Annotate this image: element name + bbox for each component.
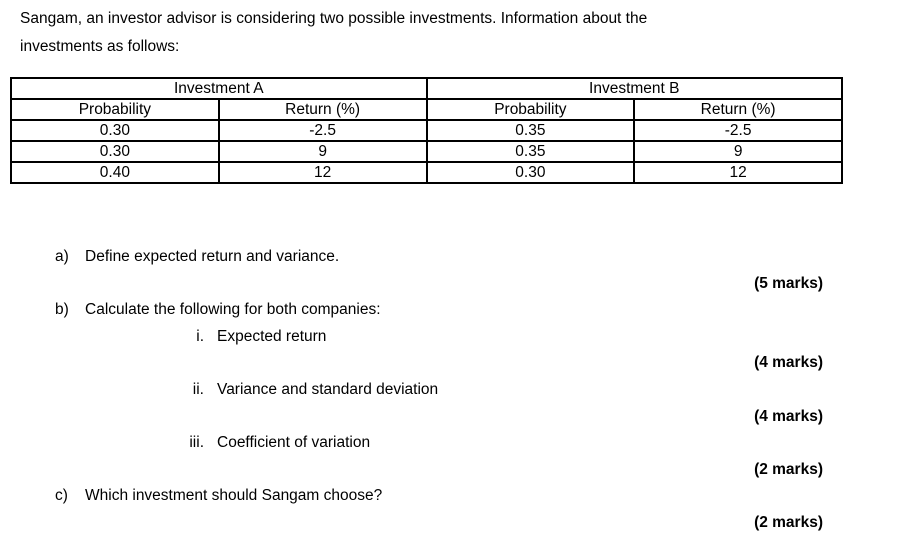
investment-b-header: Investment B [425, 77, 843, 100]
question-c-text: Which investment should Sangam choose? [85, 487, 383, 505]
col-header-b-probability: Probability [425, 98, 636, 121]
question-b-i: i. Expected return [0, 324, 909, 351]
table-group-header-row: Investment A Investment B [10, 77, 843, 100]
table-cell: 0.30 [10, 140, 220, 163]
intro-line-1: Sangam, an investor advisor is consideri… [20, 10, 648, 27]
table-row: 0.30 -2.5 0.35 -2.5 [10, 119, 843, 142]
col-header-a-probability: Probability [10, 98, 220, 121]
table-cell: 12 [633, 161, 843, 184]
questions-section: a) Define expected return and variance. (… [0, 244, 909, 537]
table-cell: 0.35 [425, 119, 636, 142]
intro-line-2: investments as follows: [20, 37, 180, 55]
table-cell: 0.40 [10, 161, 220, 184]
intro-paragraph: Sangam, an investor advisor is consideri… [20, 5, 880, 60]
question-b-ii: ii. Variance and standard deviation [0, 377, 909, 404]
question-b-ii-marks: (4 marks) [754, 407, 823, 425]
question-b: b) Calculate the following for both compa… [0, 297, 909, 324]
question-b-text: Calculate the following for both compani… [85, 301, 381, 319]
question-a-marks: (5 marks) [754, 274, 823, 292]
investments-table: Investment A Investment B Probability Re… [10, 77, 843, 184]
question-a-text: Define expected return and variance. [85, 248, 340, 265]
question-b-i-marks: (4 marks) [754, 354, 823, 372]
table-cell: 0.30 [425, 161, 636, 184]
question-c-label: c) [55, 487, 68, 505]
question-b-iii-marks: (2 marks) [754, 460, 823, 478]
question-c: c) Which investment should Sangam choose? [0, 483, 909, 510]
question-b-ii-label: ii. [192, 380, 204, 398]
investment-a-header: Investment A [10, 77, 428, 100]
question-b-i-text: Expected return [217, 327, 327, 345]
table-cell: 9 [217, 140, 428, 163]
table-cell: 9 [633, 140, 843, 163]
question-b-iii: iii. Coefficient of variation [0, 430, 909, 457]
table-row: 0.40 12 0.30 12 [10, 161, 843, 184]
table-column-header-row: Probability Return (%) Probability Retur… [10, 98, 843, 121]
question-c-marks: (2 marks) [754, 513, 823, 531]
col-header-a-return: Return (%) [217, 98, 428, 121]
question-a: a) Define expected return and variance. [0, 244, 909, 271]
table-cell: 12 [217, 161, 428, 184]
table-cell: 0.30 [10, 119, 220, 142]
table-cell: -2.5 [217, 119, 428, 142]
question-b-iii-text: Coefficient of variation [217, 434, 371, 452]
table-cell: 0.35 [425, 140, 636, 163]
question-b-label: b) [55, 301, 69, 319]
table-cell: -2.5 [633, 119, 843, 142]
col-header-b-return: Return (%) [633, 98, 843, 121]
question-a-label: a) [55, 248, 69, 265]
question-b-i-label: i. [196, 327, 204, 345]
table-row: 0.30 9 0.35 9 [10, 140, 843, 163]
question-b-iii-label: iii. [189, 434, 204, 452]
question-b-ii-text: Variance and standard deviation [217, 380, 439, 398]
